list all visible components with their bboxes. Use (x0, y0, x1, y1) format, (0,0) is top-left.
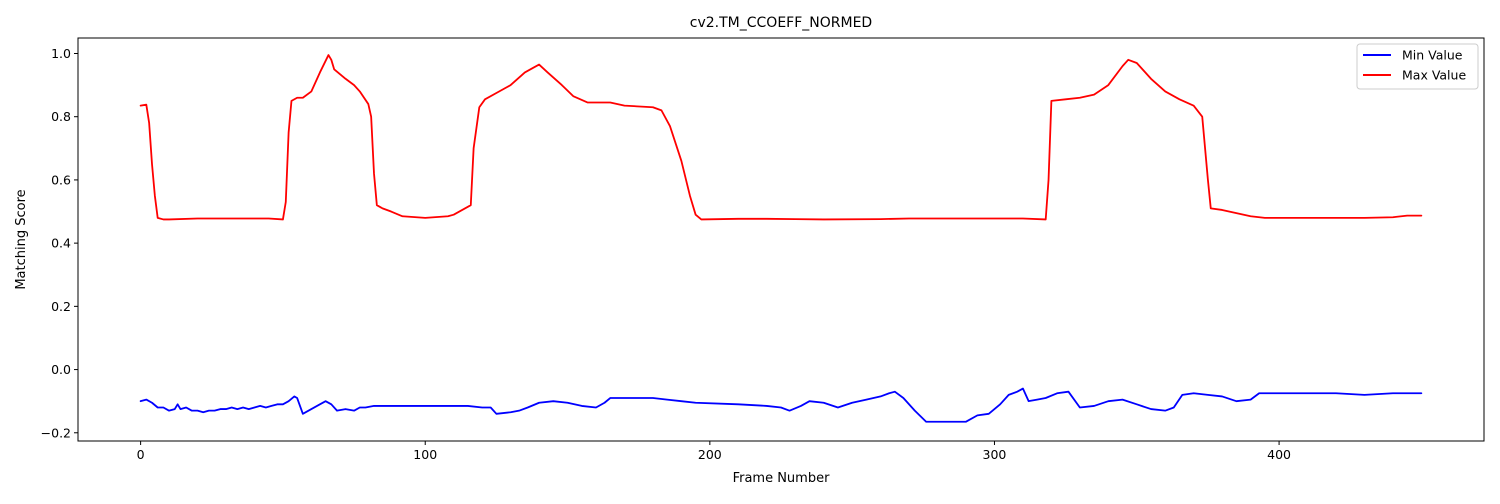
y-tick-label: −0.2 (41, 425, 71, 440)
legend: Min Value Max Value (1356, 43, 1479, 90)
x-tick-label: 100 (413, 447, 437, 462)
legend-label-min-value: Min Value (1402, 48, 1463, 63)
x-tick-label: 400 (1267, 447, 1291, 462)
y-tick-label: 0.0 (51, 362, 71, 377)
x-axis-label: Frame Number (733, 471, 831, 486)
plot-area-frame (77, 37, 1485, 442)
x-tick-label: 300 (983, 447, 1007, 462)
x-tick-label: 200 (698, 447, 722, 462)
y-tick-label: 0.2 (51, 299, 71, 314)
y-axis: −0.2 0.0 0.2 0.4 0.6 0.8 1.0 (41, 46, 78, 440)
y-axis-label: Matching Score (14, 189, 29, 289)
series-line-min-value (139, 387, 1423, 423)
y-tick-label: 0.4 (51, 236, 71, 251)
chart-title: cv2.TM_CCOEFF_NORMED (690, 15, 872, 31)
x-tick-label: 0 (137, 447, 145, 462)
series-layer (139, 54, 1423, 423)
y-tick-label: 0.8 (51, 109, 71, 124)
x-axis: 0 100 200 300 400 (137, 441, 1291, 462)
y-tick-label: 1.0 (51, 46, 71, 61)
legend-label-max-value: Max Value (1402, 68, 1466, 83)
y-tick-label: 0.6 (51, 172, 71, 187)
series-line-max-value (139, 54, 1423, 221)
